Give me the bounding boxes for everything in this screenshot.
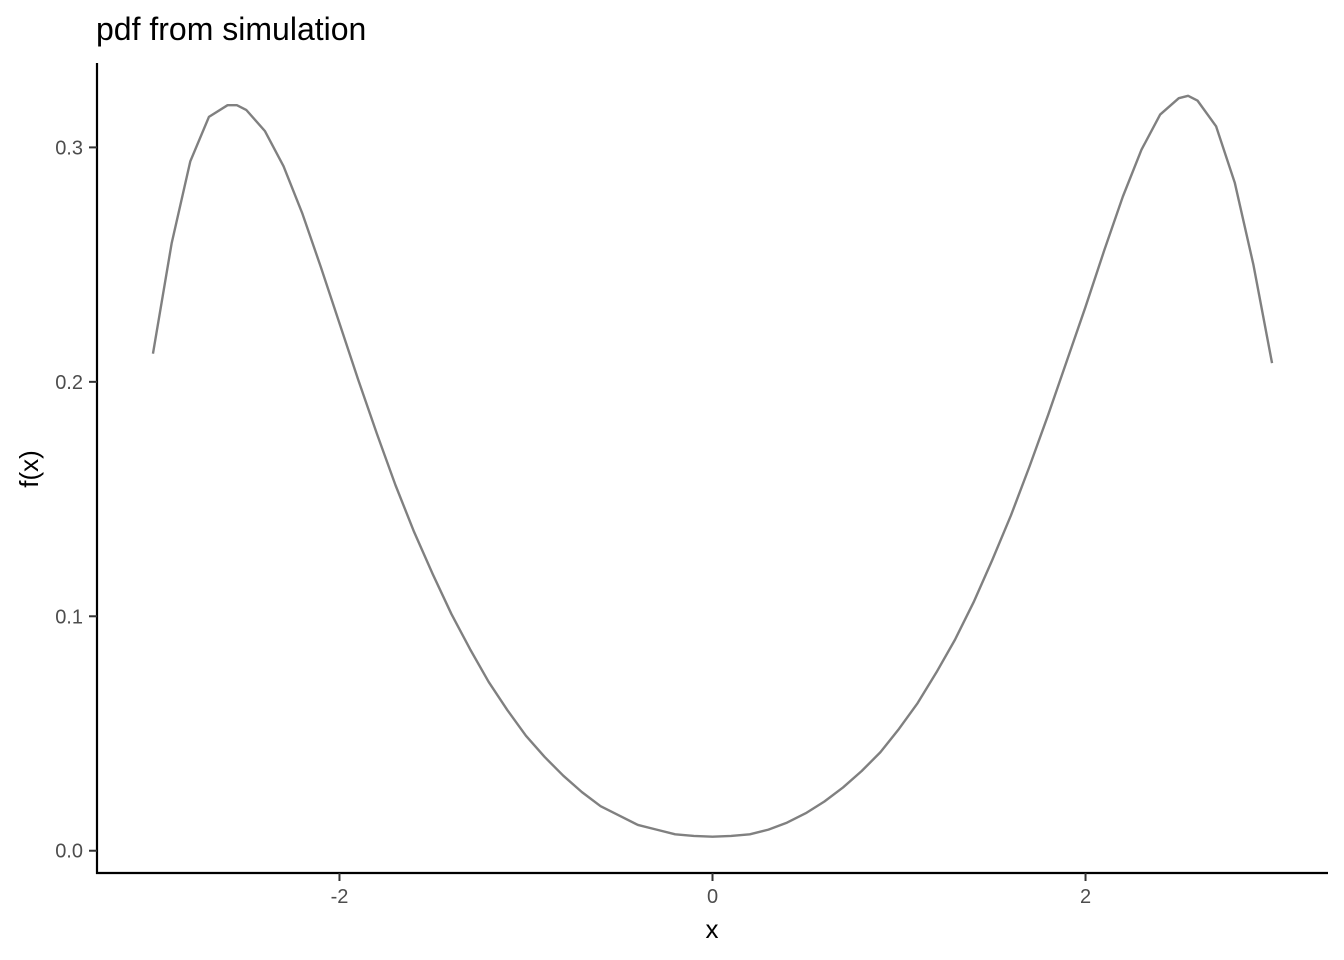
y-axis-ticks: 0.0 0.1 0.2 0.3	[55, 137, 97, 863]
chart-title: pdf from simulation	[96, 11, 366, 47]
plot-area	[151, 94, 1274, 838]
x-axis-ticks: -2 0 2	[331, 873, 1091, 908]
y-tick-label: 0.3	[55, 137, 83, 159]
y-tick-label: 0.1	[55, 606, 83, 628]
y-tick-label: 0.2	[55, 372, 83, 394]
x-axis-title: x	[706, 914, 719, 944]
y-tick-label: 0.0	[55, 841, 83, 863]
x-tick-label: -2	[331, 886, 349, 908]
x-tick-label: 2	[1080, 886, 1091, 908]
y-axis-title: f(x)	[14, 450, 44, 488]
series-line-0	[151, 94, 1274, 838]
x-tick-label: 0	[707, 886, 718, 908]
